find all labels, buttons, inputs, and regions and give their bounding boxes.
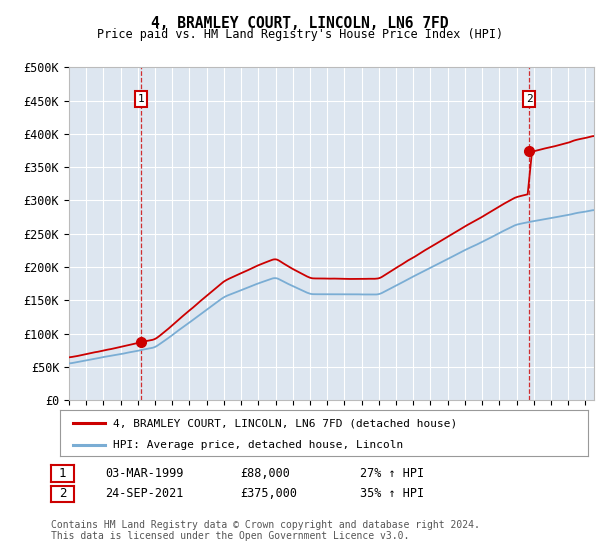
- Text: 35% ↑ HPI: 35% ↑ HPI: [360, 487, 424, 501]
- Text: £88,000: £88,000: [240, 466, 290, 480]
- Text: 2: 2: [526, 94, 532, 104]
- Text: 4, BRAMLEY COURT, LINCOLN, LN6 7FD: 4, BRAMLEY COURT, LINCOLN, LN6 7FD: [151, 16, 449, 31]
- Text: 2: 2: [59, 487, 66, 501]
- Text: 1: 1: [137, 94, 144, 104]
- Text: Price paid vs. HM Land Registry's House Price Index (HPI): Price paid vs. HM Land Registry's House …: [97, 28, 503, 41]
- Text: 03-MAR-1999: 03-MAR-1999: [105, 466, 184, 480]
- Text: Contains HM Land Registry data © Crown copyright and database right 2024.
This d: Contains HM Land Registry data © Crown c…: [51, 520, 480, 542]
- Text: 27% ↑ HPI: 27% ↑ HPI: [360, 466, 424, 480]
- Text: 1: 1: [59, 466, 66, 480]
- Text: HPI: Average price, detached house, Lincoln: HPI: Average price, detached house, Linc…: [113, 440, 403, 450]
- Text: 24-SEP-2021: 24-SEP-2021: [105, 487, 184, 501]
- Text: 4, BRAMLEY COURT, LINCOLN, LN6 7FD (detached house): 4, BRAMLEY COURT, LINCOLN, LN6 7FD (deta…: [113, 418, 457, 428]
- Text: £375,000: £375,000: [240, 487, 297, 501]
